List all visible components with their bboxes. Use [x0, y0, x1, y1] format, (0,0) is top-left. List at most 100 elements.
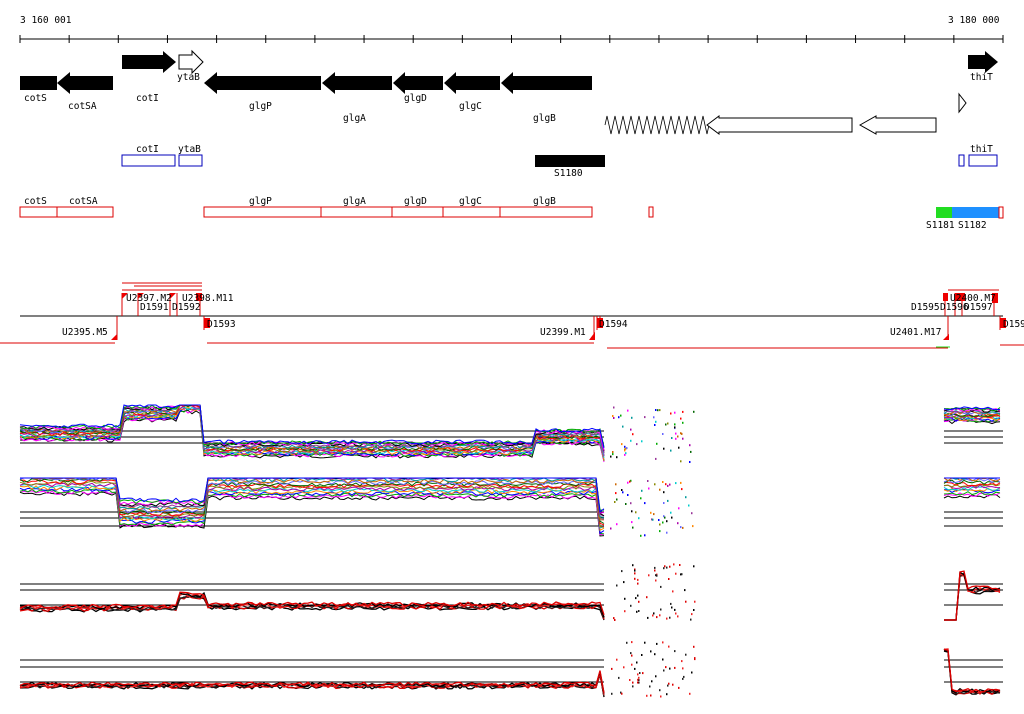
- tss-marker[interactable]: [943, 334, 949, 340]
- expression-profile-line: [943, 490, 1001, 496]
- expression-dot: [632, 526, 634, 529]
- expression-dot: [622, 425, 624, 428]
- tss-marker[interactable]: [204, 318, 210, 328]
- expression-dot: [655, 574, 657, 577]
- red-box-glgA[interactable]: [320, 206, 393, 218]
- tss-label-u2397: U2397.M2: [126, 293, 172, 304]
- gene-arrow-cotSA[interactable]: [57, 72, 113, 94]
- expression-dot: [677, 435, 679, 438]
- tss-marker[interactable]: [992, 293, 998, 303]
- tss-marker[interactable]: [1000, 318, 1006, 328]
- small-gene-arrow[interactable]: [958, 92, 967, 114]
- gene-arrow-glgC[interactable]: [444, 72, 500, 94]
- expression-profile-line: [943, 478, 1001, 484]
- blue-box-ytaB[interactable]: [178, 154, 203, 167]
- expression-dot: [637, 594, 639, 597]
- red-box-label-glgB: glgB: [533, 196, 556, 207]
- expression-dot: [613, 417, 615, 419]
- expression-dot: [654, 424, 656, 426]
- open-gene-arrow-1[interactable]: [706, 115, 853, 135]
- expression-dot: [630, 428, 632, 431]
- tss-marker[interactable]: [122, 293, 128, 299]
- expression-dot: [631, 641, 633, 644]
- blue-box-track: cotI ytaB thiT: [121, 144, 998, 167]
- tss-marker[interactable]: [196, 293, 202, 301]
- expression-dot: [613, 406, 615, 409]
- tss-label-d1593: D1593: [207, 319, 236, 330]
- expression-dot: [691, 512, 693, 515]
- expression-dot: [638, 600, 640, 603]
- gene-arrow-cotS[interactable]: [20, 76, 57, 90]
- gene-arrow-glgB[interactable]: [501, 72, 592, 94]
- expression-profile-line: [944, 570, 1001, 621]
- red-box-label-glgA: glgA: [343, 196, 366, 207]
- expression-dot: [638, 517, 640, 520]
- tss-marker[interactable]: [597, 318, 603, 328]
- expression-dot: [624, 449, 626, 452]
- gene-label-glgB: glgB: [533, 113, 556, 124]
- expression-dot: [663, 502, 665, 504]
- feature-S1180[interactable]: [535, 155, 605, 167]
- expression-dot: [671, 606, 673, 609]
- gene-arrow-glgP[interactable]: [204, 72, 321, 94]
- expression-dot: [660, 585, 662, 588]
- expression-dot: [689, 444, 691, 447]
- expression-dot: [675, 572, 677, 575]
- red-box-glgD[interactable]: [391, 206, 444, 218]
- expression-dot: [680, 460, 682, 463]
- tss-marker[interactable]: [138, 293, 144, 299]
- expression-profile-line: [19, 404, 605, 452]
- expression-dot: [677, 522, 679, 525]
- tss-marker[interactable]: [111, 334, 117, 340]
- feature-S1181[interactable]: [936, 207, 952, 218]
- feature-S1182[interactable]: [952, 207, 999, 218]
- blue-box-thiT[interactable]: [968, 154, 998, 167]
- red-box-glgB[interactable]: [499, 206, 593, 218]
- blue-box-label-ytaB: ytaB: [178, 144, 201, 155]
- tss-marker[interactable]: [170, 293, 176, 299]
- expression-dot: [630, 502, 632, 505]
- expression-dot: [649, 685, 651, 688]
- gene-label-glgD: glgD: [404, 93, 427, 104]
- tss-marker[interactable]: [943, 293, 948, 301]
- expression-dot: [663, 669, 665, 672]
- expression-dot: [668, 645, 670, 648]
- expression-dot: [631, 416, 633, 419]
- expression-dot: [626, 641, 628, 644]
- gene-arrow-thiT[interactable]: [968, 51, 998, 73]
- red-box-cotSA[interactable]: [56, 206, 114, 218]
- tss-track: U2397.M2 D1591 D1592 U2398.M11 U2395.M5 …: [0, 282, 1024, 349]
- gene-arrow-glgD[interactable]: [393, 72, 443, 94]
- red-box-track: cotS cotSA glgP glgA glgD glgC glgB: [19, 196, 654, 218]
- expression-dot: [637, 582, 639, 585]
- expression-dot: [671, 437, 673, 439]
- expression-dot: [669, 565, 671, 568]
- gene-arrow-ytaB[interactable]: [178, 49, 204, 75]
- expression-dot: [659, 409, 661, 412]
- expression-dot: [680, 526, 682, 529]
- expression-dot: [615, 492, 617, 495]
- expression-dot: [660, 695, 662, 698]
- feature-label-S1180: S1180: [554, 168, 583, 179]
- expression-dot: [670, 449, 672, 452]
- feature-label-S1182: S1182: [958, 220, 987, 231]
- expression-dot: [641, 440, 643, 443]
- expression-profile-line: [944, 571, 1001, 621]
- gene-label-ytaB: ytaB: [177, 72, 200, 83]
- expression-dot: [682, 526, 684, 529]
- gene-arrow-glgA[interactable]: [322, 72, 392, 94]
- red-box-glgC[interactable]: [442, 206, 501, 218]
- red-box-small[interactable]: [648, 206, 654, 218]
- blue-box-cotI[interactable]: [121, 154, 176, 167]
- tss-marker[interactable]: [955, 293, 960, 301]
- tss-marker[interactable]: [589, 332, 595, 340]
- red-box-cotS[interactable]: [19, 206, 58, 218]
- expression-profile-line: [19, 491, 605, 537]
- expression-dot: [615, 483, 617, 486]
- open-gene-arrow-2[interactable]: [858, 115, 937, 135]
- gene-arrow-cotI[interactable]: [122, 51, 176, 73]
- tss-marker[interactable]: [960, 293, 965, 301]
- blue-box-small[interactable]: [958, 154, 965, 167]
- red-box-glgP[interactable]: [203, 206, 322, 218]
- feature-small-red[interactable]: [998, 206, 1004, 219]
